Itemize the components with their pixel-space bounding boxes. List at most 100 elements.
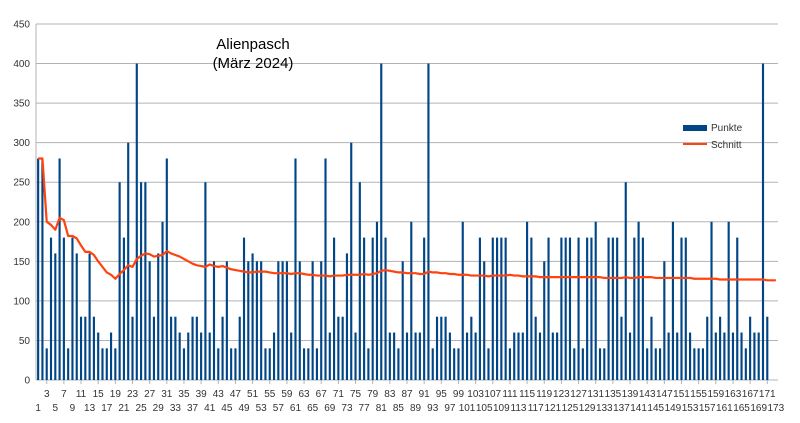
x-tick-label: 139 <box>622 389 639 400</box>
bar <box>560 237 563 380</box>
x-tick-label: 43 <box>213 389 225 400</box>
bar <box>663 261 666 380</box>
bar <box>88 253 91 380</box>
x-tick-label: 149 <box>665 403 682 414</box>
bar <box>684 237 687 380</box>
bar <box>517 332 520 380</box>
bar <box>410 221 413 380</box>
x-tick-label: 105 <box>476 403 493 414</box>
x-tick-label: 91 <box>419 389 431 400</box>
x-tick-label: 3 <box>44 389 50 400</box>
bar <box>212 261 216 380</box>
bar <box>714 332 717 380</box>
x-tick-label: 61 <box>290 403 302 414</box>
x-tick-label: 111 <box>502 389 518 400</box>
bar <box>221 316 224 380</box>
bar <box>521 332 524 380</box>
bar <box>543 261 546 380</box>
x-tick-label: 81 <box>376 403 388 414</box>
bar <box>474 332 477 380</box>
x-tick-label: 77 <box>359 403 371 414</box>
bar <box>165 158 168 380</box>
x-tick-label: 167 <box>742 389 759 400</box>
x-tick-label: 97 <box>444 403 456 414</box>
bar <box>676 332 679 380</box>
bar <box>448 332 451 380</box>
bar <box>646 348 649 380</box>
bar <box>358 182 361 380</box>
y-tick-label: 450 <box>13 20 30 31</box>
bar <box>242 237 246 380</box>
bar <box>556 332 559 380</box>
bar <box>148 261 151 380</box>
chart-subtitle: (März 2024) <box>213 55 294 72</box>
bar <box>281 261 284 380</box>
x-tick-label: 45 <box>221 403 233 414</box>
y-tick-label: 400 <box>13 59 30 70</box>
y-axis-ticks: 0 50 100 150 200 250 300 350 400 450 <box>13 20 30 387</box>
x-tick-label: 51 <box>247 389 259 400</box>
x-tick-label: 157 <box>699 403 716 414</box>
bar <box>320 261 323 380</box>
bar <box>217 348 220 380</box>
x-tick-label: 39 <box>196 389 208 400</box>
bar <box>363 237 366 380</box>
x-tick-label: 165 <box>733 403 750 414</box>
bar <box>530 237 533 380</box>
x-tick-label: 19 <box>110 389 122 400</box>
x-tick-label: 35 <box>178 389 190 400</box>
x-tick-label: 155 <box>690 389 707 400</box>
bar <box>444 316 447 380</box>
bar <box>79 316 83 380</box>
bar <box>187 332 190 380</box>
bar <box>67 348 70 380</box>
bar <box>375 221 379 380</box>
bar <box>628 332 632 380</box>
bar <box>208 332 211 380</box>
bar <box>255 261 258 380</box>
x-tick-label: 93 <box>427 403 439 414</box>
bar <box>122 237 125 380</box>
bar <box>693 348 696 380</box>
bar <box>45 348 48 380</box>
x-tick-label: 117 <box>528 403 544 414</box>
bar <box>200 332 203 380</box>
bar <box>75 253 78 380</box>
bar <box>435 316 439 380</box>
bar <box>311 261 314 380</box>
x-tick-label: 135 <box>605 389 622 400</box>
bar <box>594 221 597 380</box>
x-tick-label: 53 <box>256 403 268 414</box>
bar <box>500 237 503 380</box>
bar <box>97 332 100 380</box>
x-tick-label: 169 <box>750 403 767 414</box>
bar <box>654 348 657 380</box>
x-tick-label: 15 <box>93 389 105 400</box>
x-tick-label: 163 <box>725 389 742 400</box>
x-tick-label: 17 <box>101 403 113 414</box>
bar <box>161 221 164 380</box>
bar <box>264 348 267 380</box>
bar <box>731 332 735 380</box>
bar <box>127 142 130 380</box>
x-tick-label: 71 <box>333 389 345 400</box>
bar <box>736 237 739 380</box>
bar <box>457 348 460 380</box>
x-tick-label: 65 <box>307 403 319 414</box>
bar <box>170 316 173 380</box>
x-tick-label: 141 <box>630 403 647 414</box>
bar <box>440 316 443 380</box>
x-tick-label: 57 <box>273 403 285 414</box>
x-axis-ticks: 3 7 11 15 19 23 27 31 35 39 43 47 51 55 59 63 67 71 75 79 83… <box>35 380 785 414</box>
x-tick-label: 151 <box>673 389 690 400</box>
bar <box>324 158 327 380</box>
legend-swatch-punkte <box>683 125 707 131</box>
bar-series-punkte <box>37 63 769 381</box>
x-tick-label: 87 <box>401 389 413 400</box>
bar <box>393 332 396 380</box>
bar <box>131 316 134 380</box>
bar <box>611 237 614 380</box>
bar <box>178 332 181 380</box>
bar <box>667 332 670 380</box>
